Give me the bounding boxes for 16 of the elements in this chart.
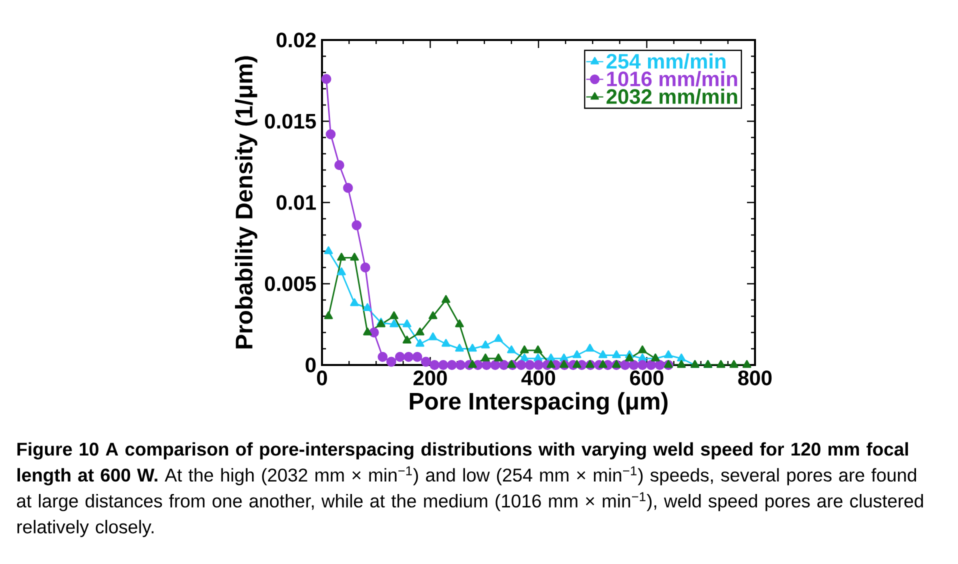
x-tick-label: 800 [738, 370, 772, 386]
y-tick-label: 0.015 [264, 114, 316, 129]
x-tick-label: 200 [414, 370, 447, 386]
x-tick-label: 400 [521, 370, 556, 386]
legend-label: 1016 mm/min [607, 70, 738, 87]
legend-label: 2032 mm/min [606, 88, 738, 104]
x-axis-title: Pore Interspacing (μm) [410, 392, 668, 415]
y-tick-label: 0.01 [276, 195, 316, 210]
y-tick-label: 0 [306, 358, 316, 372]
x-tick-label: 600 [630, 370, 664, 386]
y-axis-title: Probability Density (1/μm) [234, 56, 258, 348]
text: Figure 10 A comparison of pore-interspacing distributions with varying weld speed for 120 mm focal length at 600 W. At the high (2032 mm × min$^{−1}$) and low (254 mm × min$^{−1}$) speeds, several pores are found at large distances from one another, while at the medium (1016 mm × min$^{−1}$), weld speed pores are clustered relatively closely. [16, 442, 923, 538]
legend-label: 254 mm/min [606, 53, 726, 69]
y-tick-label: 0.02 [276, 32, 316, 48]
y-tick-label: 0.005 [264, 276, 316, 292]
x-tick-label: 0 [317, 370, 327, 386]
